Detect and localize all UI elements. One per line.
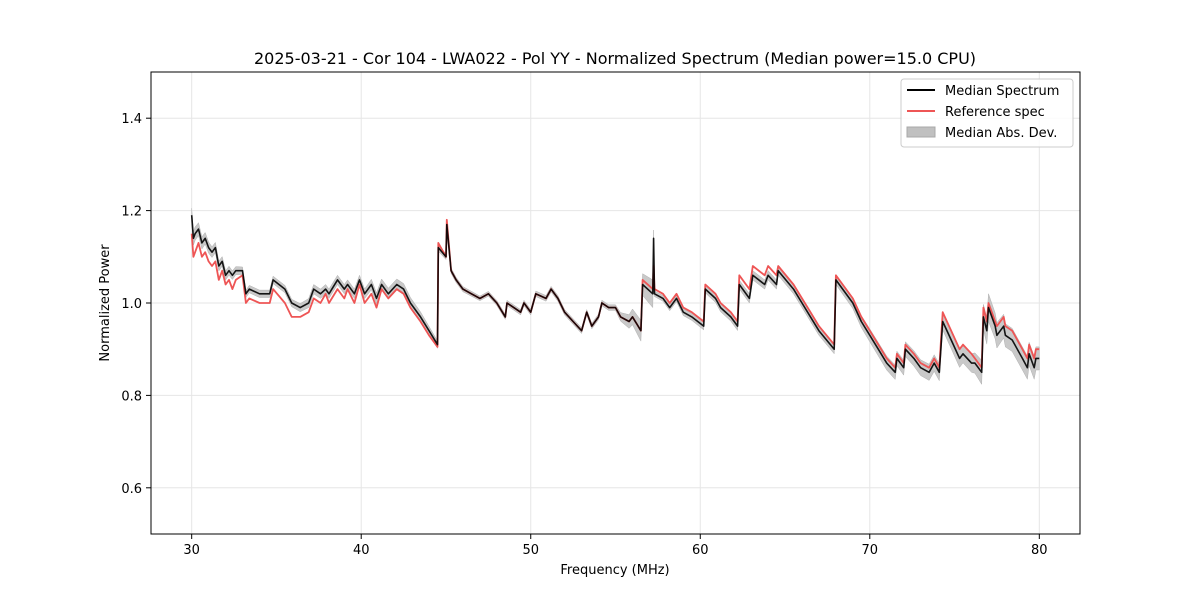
legend-label-reference: Reference spec bbox=[945, 105, 1045, 120]
legend-box bbox=[900, 78, 1074, 148]
x-tick-label: 50 bbox=[522, 543, 539, 558]
axis-layer: 30 40 50 60 70 80 0.6 0.8 1.0 1.2 1.4 bbox=[121, 112, 1047, 558]
y-tick-label: 0.6 bbox=[121, 482, 142, 497]
chart-title: 2025-03-21 - Cor 104 - LWA022 - Pol YY -… bbox=[254, 49, 976, 68]
median-spectrum-line bbox=[190, 215, 1040, 374]
legend-swatch-mad bbox=[906, 126, 936, 138]
x-tick-label: 70 bbox=[862, 543, 879, 558]
legend-label-median: Median Spectrum bbox=[945, 84, 1059, 99]
y-axis-label: Normalized Power bbox=[98, 244, 113, 362]
x-tick-label: 60 bbox=[692, 543, 709, 558]
x-tick-label: 30 bbox=[183, 543, 200, 558]
y-tick-label: 1.4 bbox=[121, 112, 142, 127]
x-axis-label: Frequency (MHz) bbox=[560, 563, 669, 578]
x-tick-label: 80 bbox=[1031, 543, 1048, 558]
legend-label-mad: Median Abs. Dev. bbox=[945, 126, 1057, 141]
y-tick-label: 1.0 bbox=[121, 297, 142, 312]
legend: Median Spectrum Reference spec Median Ab… bbox=[900, 78, 1074, 148]
y-tick-label: 0.8 bbox=[121, 389, 142, 404]
x-tick-label: 40 bbox=[353, 543, 370, 558]
plot-layer bbox=[190, 208, 1040, 386]
y-tick-label: 1.2 bbox=[121, 205, 142, 220]
